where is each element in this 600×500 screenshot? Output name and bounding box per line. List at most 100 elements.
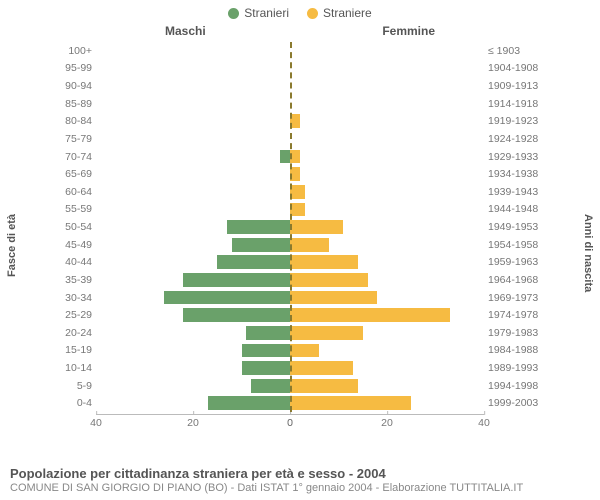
bar-male bbox=[242, 361, 291, 375]
age-label: 60-64 bbox=[52, 186, 96, 198]
age-row: 100+≤ 1903 bbox=[52, 42, 548, 60]
age-label: 30-34 bbox=[52, 292, 96, 304]
birth-label: 1949-1953 bbox=[484, 221, 548, 233]
half-male bbox=[96, 271, 290, 289]
age-row: 60-64 1939-1943 bbox=[52, 183, 548, 201]
half-male bbox=[96, 236, 290, 254]
center-line bbox=[290, 42, 292, 412]
bar-male bbox=[217, 255, 290, 269]
age-row: 75-791924-1928 bbox=[52, 130, 548, 148]
age-label: 35-39 bbox=[52, 274, 96, 286]
birth-label: 1914-1918 bbox=[484, 98, 548, 110]
swatch-female bbox=[307, 8, 318, 19]
y-axis-right-title: Anni di nascita bbox=[582, 214, 594, 292]
birth-label: 1954-1958 bbox=[484, 239, 548, 251]
bar-male bbox=[164, 291, 290, 305]
birth-label: 1974-1978 bbox=[484, 309, 548, 321]
x-axis-right: 02040 bbox=[290, 414, 484, 430]
bar-female bbox=[290, 344, 319, 358]
half-male bbox=[96, 148, 290, 166]
birth-label: 1944-1948 bbox=[484, 203, 548, 215]
half-female bbox=[290, 342, 484, 360]
half-female bbox=[290, 395, 484, 413]
x-tick: 0 bbox=[287, 415, 293, 429]
chart-subtitle: COMUNE DI SAN GIORGIO DI PIANO (BO) - Da… bbox=[10, 482, 590, 494]
half-male bbox=[96, 377, 290, 395]
age-label: 85-89 bbox=[52, 98, 96, 110]
chart-title: Popolazione per cittadinanza straniera p… bbox=[10, 466, 590, 481]
age-label: 15-19 bbox=[52, 344, 96, 356]
half-female bbox=[290, 42, 484, 60]
age-row: 15-191984-1988 bbox=[52, 342, 548, 360]
footer: Popolazione per cittadinanza straniera p… bbox=[10, 466, 590, 494]
age-row: 45-49 1954-1958 bbox=[52, 236, 548, 254]
x-tick: 40 bbox=[90, 415, 102, 429]
bar-male bbox=[183, 308, 290, 322]
bar-female bbox=[290, 185, 305, 199]
half-male bbox=[96, 42, 290, 60]
birth-label: 1909-1913 bbox=[484, 80, 548, 92]
half-female bbox=[290, 60, 484, 78]
half-male bbox=[96, 306, 290, 324]
age-label: 10-14 bbox=[52, 362, 96, 374]
half-male bbox=[96, 113, 290, 131]
legend-label-female: Straniere bbox=[323, 6, 372, 20]
age-row: 70-741929-1933 bbox=[52, 148, 548, 166]
bar-female bbox=[290, 203, 305, 217]
birth-label: 1994-1998 bbox=[484, 380, 548, 392]
age-row: 30-341969-1973 bbox=[52, 289, 548, 307]
legend-label-male: Stranieri bbox=[244, 6, 289, 20]
half-male bbox=[96, 359, 290, 377]
bar-female bbox=[290, 308, 450, 322]
legend: Stranieri Straniere bbox=[0, 0, 600, 20]
birth-label: 1979-1983 bbox=[484, 327, 548, 339]
half-male bbox=[96, 77, 290, 95]
birth-label: 1939-1943 bbox=[484, 186, 548, 198]
age-label: 45-49 bbox=[52, 239, 96, 251]
age-row: 25-29 1974-1978 bbox=[52, 306, 548, 324]
half-male bbox=[96, 201, 290, 219]
half-male bbox=[96, 183, 290, 201]
x-tick: 20 bbox=[187, 415, 199, 429]
age-label: 80-84 bbox=[52, 115, 96, 127]
age-row: 65-69 1934-1938 bbox=[52, 165, 548, 183]
bar-female bbox=[290, 396, 411, 410]
bar-male bbox=[246, 326, 290, 340]
bar-female bbox=[290, 379, 358, 393]
birth-label: 1924-1928 bbox=[484, 133, 548, 145]
bar-male bbox=[251, 379, 290, 393]
age-row: 0-4 1999-2003 bbox=[52, 395, 548, 413]
bar-female bbox=[290, 255, 358, 269]
age-row: 20-24 1979-1983 bbox=[52, 324, 548, 342]
age-row: 80-841919-1923 bbox=[52, 113, 548, 131]
birth-label: 1964-1968 bbox=[484, 274, 548, 286]
bar-male bbox=[227, 220, 290, 234]
age-label: 0-4 bbox=[52, 397, 96, 409]
age-label: 95-99 bbox=[52, 62, 96, 74]
birth-label: 1934-1938 bbox=[484, 168, 548, 180]
age-label: 65-69 bbox=[52, 168, 96, 180]
x-tick: 40 bbox=[478, 415, 490, 429]
age-row: 50-541949-1953 bbox=[52, 218, 548, 236]
x-axis-left: 02040 bbox=[96, 414, 290, 430]
swatch-male bbox=[228, 8, 239, 19]
half-male bbox=[96, 95, 290, 113]
half-male bbox=[96, 165, 290, 183]
bar-male bbox=[242, 344, 291, 358]
birth-label: 1904-1908 bbox=[484, 62, 548, 74]
age-row: 55-591944-1948 bbox=[52, 201, 548, 219]
age-label: 25-29 bbox=[52, 309, 96, 321]
age-row: 95-99 1904-1908 bbox=[52, 60, 548, 78]
birth-label: 1999-2003 bbox=[484, 397, 548, 409]
bar-male bbox=[232, 238, 290, 252]
half-female bbox=[290, 148, 484, 166]
rows: 100+≤ 190395-991904-190890-941909-191385… bbox=[52, 42, 548, 412]
x-axis: 02040 02040 bbox=[52, 414, 548, 430]
half-male bbox=[96, 289, 290, 307]
bar-female bbox=[290, 238, 329, 252]
age-label: 20-24 bbox=[52, 327, 96, 339]
bar-female bbox=[290, 220, 343, 234]
age-label: 40-44 bbox=[52, 256, 96, 268]
half-male bbox=[96, 60, 290, 78]
half-female bbox=[290, 218, 484, 236]
